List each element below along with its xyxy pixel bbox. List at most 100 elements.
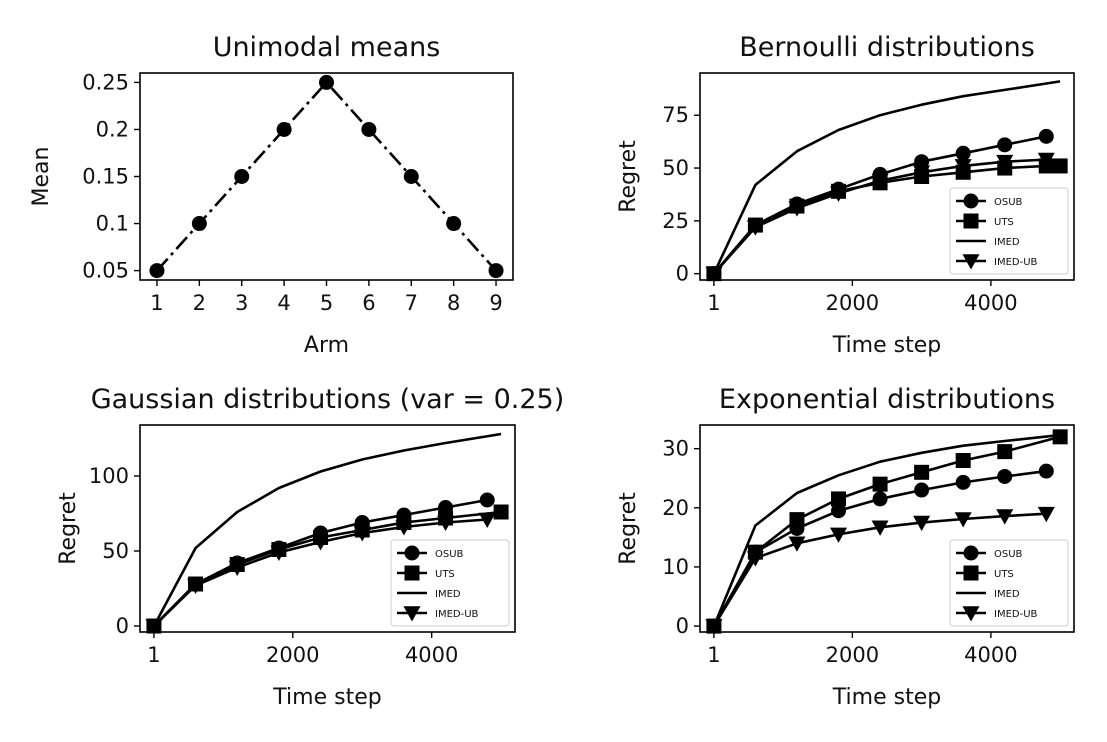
chart-title: Bernoulli distributions <box>739 32 1035 63</box>
y-tick-label: 20 <box>662 496 689 520</box>
data-point-mean <box>446 216 462 232</box>
data-point-uts <box>1052 429 1068 445</box>
data-point-imed-ub <box>746 220 764 236</box>
data-point-mean <box>488 263 504 279</box>
data-point-uts <box>997 444 1013 460</box>
chart-exponential: Exponential distributions 1 2000 4000 0 10 20 3… <box>616 384 1075 710</box>
y-tick-label: 0.2 <box>96 117 129 141</box>
y-tick-label: 0 <box>676 262 689 286</box>
x-tick-label: 7 <box>405 291 418 315</box>
data-point-imed-ub <box>1037 152 1055 169</box>
legend-marker <box>963 213 979 229</box>
data-point-imed-ub <box>954 512 972 528</box>
legend-marker <box>962 606 980 622</box>
chart-title: Gaussian distributions (var = 0.25) <box>91 384 565 415</box>
chart-title: Exponential distributions <box>719 384 1055 415</box>
data-point-imed-ub <box>187 578 205 594</box>
data-point-osub <box>831 503 847 519</box>
y-tick-label: 25 <box>662 209 689 233</box>
data-point-uts <box>914 464 930 480</box>
data-point-imed-ub <box>913 515 931 532</box>
legend-label: IMED-UB <box>435 609 479 620</box>
legend-marker <box>404 545 420 561</box>
y-axis-label: Regret <box>616 140 641 213</box>
data-point-mean <box>234 169 250 184</box>
data-point-imed-ub <box>312 535 330 551</box>
legend: OSUB UTS IMED IMED-UB <box>390 539 510 627</box>
data-point-mean <box>361 121 377 137</box>
data-point-imed-ub <box>1037 506 1055 523</box>
data-point-imed-ub <box>788 536 806 552</box>
legend-box <box>949 539 1069 627</box>
data-point-mean <box>149 263 165 279</box>
x-tick-label: 4000 <box>964 291 1017 315</box>
legend-box <box>949 187 1069 275</box>
series-group <box>149 74 504 279</box>
data-point-imed-ub <box>871 520 889 536</box>
y-tick-label: 0 <box>116 614 129 638</box>
y-tick-label: 100 <box>89 464 129 488</box>
x-tick-label: 5 <box>320 291 333 315</box>
data-point-uts <box>789 512 805 528</box>
x-tick-label: 8 <box>447 291 460 315</box>
y-tick-label: 0.25 <box>82 70 129 94</box>
legend-marker <box>403 606 421 622</box>
series-line-uts <box>712 164 1061 275</box>
legend-marker <box>962 254 980 270</box>
legend-label: IMED-UB <box>994 609 1038 620</box>
y-tick-label: 50 <box>662 156 689 180</box>
plot-frame <box>699 72 1075 281</box>
x-tick-label: 1 <box>707 643 720 667</box>
x-tick-label: 4000 <box>405 643 458 667</box>
data-point-osub <box>479 492 495 508</box>
data-point-osub <box>955 145 971 161</box>
legend-marker <box>963 545 979 561</box>
chart-bernoulli: Bernoulli distributions 1 2000 4000 0 25 50 75 T… <box>616 32 1075 358</box>
legend-label: IMED-UB <box>994 257 1038 268</box>
data-point-uts <box>955 452 971 468</box>
legend-label: UTS <box>994 569 1014 580</box>
legend-marker <box>963 565 979 581</box>
y-tick-label: 0.05 <box>82 259 129 283</box>
x-tick-label: 3 <box>235 291 248 315</box>
data-point-imed-ub <box>746 551 764 567</box>
y-axis-label: Regret <box>616 492 641 565</box>
series-group <box>145 432 509 635</box>
data-point-imed-ub <box>145 619 163 635</box>
data-point-imed-ub <box>395 520 413 536</box>
data-point-osub <box>997 137 1013 153</box>
data-point-imed-ub <box>353 526 371 542</box>
y-axis-label: Mean <box>29 147 54 207</box>
data-point-mean <box>276 121 292 137</box>
legend-label: UTS <box>435 569 455 580</box>
legend-marker <box>963 193 979 209</box>
x-tick-label: 2000 <box>826 291 879 315</box>
x-tick-label: 4000 <box>964 643 1017 667</box>
data-point-imed-ub <box>478 512 496 528</box>
data-point-imed-ub <box>830 186 848 202</box>
x-tick-label: 6 <box>362 291 375 315</box>
y-tick-label: 0 <box>676 614 689 638</box>
data-point-osub <box>872 491 888 507</box>
chart-gaussian: Gaussian distributions (var = 0.25) 1 2000… <box>56 384 564 710</box>
x-tick-label: 1 <box>150 291 163 315</box>
data-point-imed-ub <box>913 165 931 181</box>
legend-label: OSUB <box>994 197 1023 208</box>
data-point-osub <box>997 468 1013 484</box>
y-tick-label: 50 <box>102 539 129 563</box>
legend: OSUB UTS IMED IMED-UB <box>949 539 1069 627</box>
legend-label: IMED <box>435 589 461 600</box>
x-axis-label: Time step <box>832 685 941 710</box>
series-line-imed <box>712 80 1061 275</box>
data-point-uts <box>1052 158 1068 174</box>
plot-frame <box>699 424 1075 633</box>
data-point-osub <box>1038 128 1054 144</box>
legend-marker <box>404 565 420 581</box>
x-tick-label: 2000 <box>826 643 879 667</box>
data-point-imed-ub <box>996 154 1014 171</box>
x-tick-label: 1 <box>147 643 160 667</box>
data-point-osub <box>914 154 930 170</box>
x-axis-label: Time step <box>272 685 381 710</box>
data-point-uts <box>831 491 847 507</box>
